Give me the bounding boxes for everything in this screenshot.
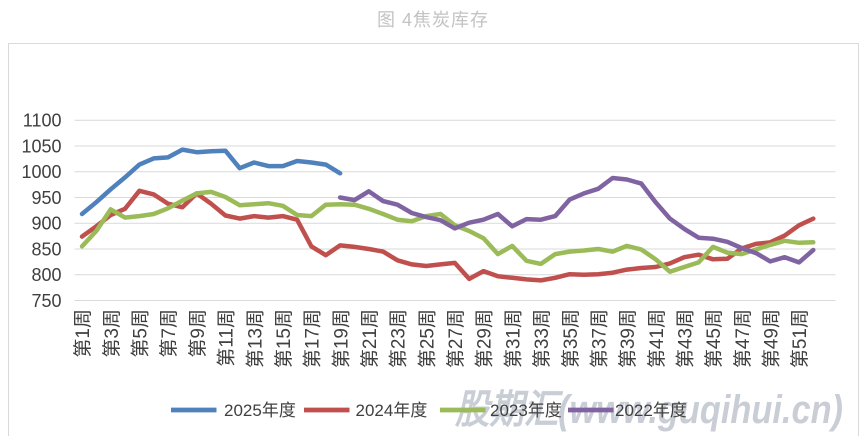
svg-text:第41周: 第41周	[646, 309, 668, 368]
svg-text:750: 750	[31, 291, 61, 311]
svg-text:图 4焦炭库存: 图 4焦炭库存	[377, 10, 489, 30]
svg-text:第31周: 第31周	[502, 309, 524, 368]
svg-text:第23周: 第23周	[388, 309, 410, 368]
svg-text:第17周: 第17周	[302, 309, 324, 368]
svg-text:第9周: 第9周	[187, 309, 209, 358]
svg-text:第27周: 第27周	[445, 309, 467, 368]
svg-text:第33周: 第33周	[531, 309, 553, 368]
svg-text:第37周: 第37周	[588, 309, 610, 368]
svg-text:1100: 1100	[23, 111, 62, 131]
svg-text:第51周: 第51周	[789, 309, 811, 368]
svg-text:第35周: 第35周	[560, 309, 582, 368]
svg-text:第21周: 第21周	[359, 309, 381, 368]
svg-text:第49周: 第49周	[761, 309, 783, 368]
svg-text:第47周: 第47周	[732, 309, 754, 368]
svg-text:850: 850	[31, 239, 61, 259]
svg-text:第29周: 第29周	[474, 309, 496, 368]
svg-text:第13周: 第13周	[244, 309, 266, 368]
svg-text:900: 900	[31, 214, 61, 234]
svg-text:2024年度: 2024年度	[356, 401, 428, 420]
svg-text:第19周: 第19周	[330, 309, 352, 368]
svg-text:950: 950	[31, 188, 61, 208]
svg-text:2022年度: 2022年度	[615, 401, 687, 420]
svg-text:1000: 1000	[21, 162, 61, 182]
svg-text:第39周: 第39周	[617, 309, 639, 368]
svg-text:第43周: 第43周	[675, 309, 697, 368]
svg-text:2023年度: 2023年度	[490, 401, 562, 420]
svg-text:800: 800	[31, 265, 61, 285]
svg-text:第5周: 第5周	[130, 309, 152, 358]
svg-text:第7周: 第7周	[158, 309, 180, 358]
svg-text:第15周: 第15周	[273, 309, 295, 368]
svg-text:第11周: 第11周	[216, 309, 238, 367]
svg-text:1050: 1050	[21, 136, 61, 156]
svg-text:2025年度: 2025年度	[224, 401, 296, 420]
svg-text:股期汇(www.guqihui.cn): 股期汇(www.guqihui.cn)	[454, 388, 843, 432]
svg-text:第45周: 第45周	[703, 309, 725, 368]
svg-text:第1周: 第1周	[72, 309, 94, 358]
svg-text:第3周: 第3周	[101, 309, 123, 358]
svg-text:第25周: 第25周	[416, 309, 438, 368]
